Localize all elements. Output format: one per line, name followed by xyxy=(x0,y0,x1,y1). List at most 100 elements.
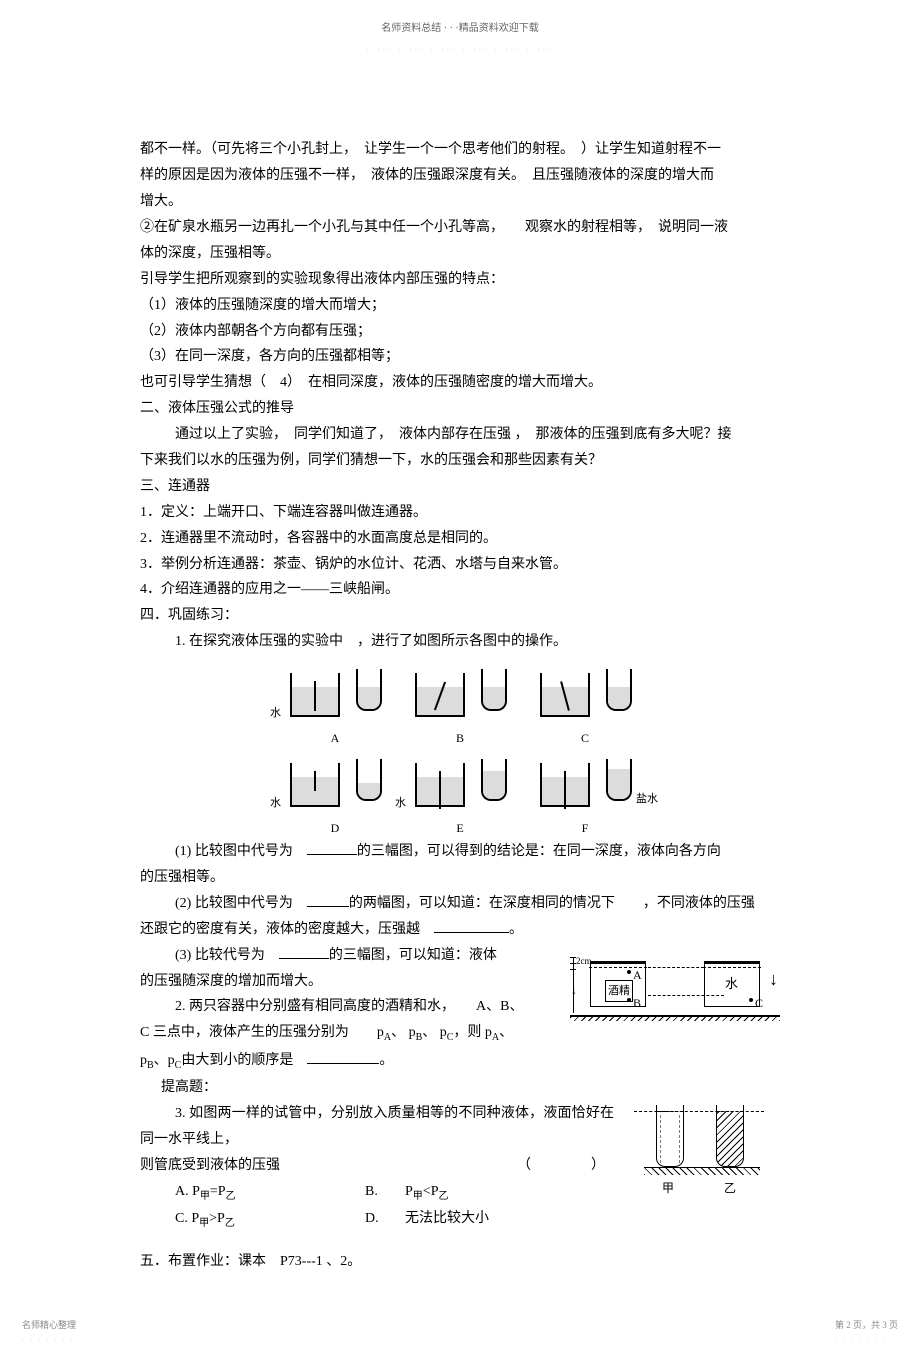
choice-A-pre: A. P xyxy=(175,1184,200,1199)
section-3-title: 三、连通器 xyxy=(140,474,780,500)
figure-F-label: F xyxy=(582,817,589,839)
page-header-text: 名师资料总结 · · ·精品资料欢迎下载 xyxy=(140,20,780,39)
ruler-icon: 2cm ↓ xyxy=(570,957,578,1013)
blank-1 xyxy=(307,854,357,855)
label-jia: 甲 xyxy=(662,1177,674,1199)
q3-b: 则管底受到液体的压强 xyxy=(140,1158,280,1173)
point-1: （1）液体的压强随深度的增大而增大； xyxy=(140,293,780,319)
tube-yi xyxy=(716,1105,744,1167)
footer-right: 第 2 页，共 3 页 · · · · · · · xyxy=(835,1317,898,1347)
footer-left-dots: · · · · · · · xyxy=(22,1334,76,1347)
para1-line2: 样的原因是因为液体的压强不一样， 液体的压强跟深度有关。 且压强随液体的深度的增… xyxy=(140,163,780,189)
figure-test-tubes: 甲 乙 xyxy=(630,1101,780,1197)
figure-F: 盐水 F xyxy=(530,753,640,825)
sub-A-1: A xyxy=(384,1032,391,1043)
para2-line2: 体的深度，压强相等。 xyxy=(140,241,780,267)
choice-C-sub1: 甲 xyxy=(199,1218,209,1229)
para4: 也可引导学生猜想（ 4） 在相同深度，液体的压强随密度的增大而增大。 xyxy=(140,370,780,396)
section-5: 五．布置作业：课本 P73---1 、2。 xyxy=(140,1249,780,1275)
paren-close: ） xyxy=(591,1158,605,1173)
q1-2-d: 。 xyxy=(509,922,523,937)
blank-4 xyxy=(279,958,329,959)
q1-2: (2) 比较图中代号为 的两幅图，可以知道：在深度相同的情况下 ，不同液体的压强 xyxy=(140,891,780,917)
arrow-down-icon: ↓ xyxy=(571,979,577,1001)
q2b5: 、 xyxy=(499,1025,513,1040)
figure-vessels: 2cm ↓ 酒精 A B 水 C ↓ xyxy=(570,943,780,1021)
blank-3 xyxy=(434,932,509,933)
label-water: 水 xyxy=(270,703,281,723)
q2c3: 由大到小的顺序是 xyxy=(181,1053,307,1068)
choice-C-pre: C. P xyxy=(175,1211,199,1226)
q2-c: pB、pC由大到小的顺序是 。 xyxy=(140,1048,780,1075)
q2b2: 、 p xyxy=(391,1025,416,1040)
figure-D: 水 D xyxy=(280,753,390,825)
q1-3-b: 的三幅图，可以知道：液体 xyxy=(329,948,497,963)
sub-B-2: B xyxy=(147,1059,154,1070)
point-A-label: A xyxy=(633,964,642,986)
choice-D: 无法比较大小 xyxy=(405,1206,489,1233)
figure-D-label: D xyxy=(331,817,340,839)
footer-left: 名师精心整理 · · · · · · · xyxy=(22,1317,76,1347)
figure-C-label: C xyxy=(581,727,589,749)
label-saltwater: 盐水 xyxy=(636,789,658,809)
q1-1-b: 的三幅图，可以得到的结论是：在同一深度，液体向各方向 xyxy=(357,844,721,859)
question-1: 1. 在探究液体压强的实验中 ，进行了如图所示各图中的操作。 xyxy=(140,629,780,655)
blank-5 xyxy=(307,1063,379,1064)
footer-right-text: 第 2 页，共 3 页 xyxy=(835,1320,898,1330)
section-3-1: 1．定义：上端开口、下端连容器叫做连通器。 xyxy=(140,500,780,526)
section-3-3: 3．举例分析连通器：茶壶、锅炉的水位计、花洒、水塔与自来水管。 xyxy=(140,552,780,578)
point-2: （2）液体内部朝各个方向都有压强； xyxy=(140,319,780,345)
choice-C-sub2: 乙 xyxy=(225,1218,235,1229)
q2c: p xyxy=(140,1053,147,1068)
choice-B: P甲<P乙 xyxy=(405,1179,448,1206)
label-water-2: 水 xyxy=(270,793,281,813)
choice-C-mid: >P xyxy=(209,1211,225,1226)
para3: 引导学生把所观察到的实验现象得出液体内部压强的特点： xyxy=(140,267,780,293)
choice-A-sub2: 乙 xyxy=(226,1190,236,1201)
choice-D-key: D. xyxy=(365,1206,405,1233)
choice-A-mid: =P xyxy=(210,1184,226,1199)
choice-B-sub2: 乙 xyxy=(438,1190,448,1201)
figure-A: 水 A xyxy=(280,663,390,735)
choice-B-pre: P xyxy=(405,1184,413,1199)
q2c4: 。 xyxy=(379,1053,393,1068)
label-water: 水 xyxy=(725,972,738,996)
figure-B-label: B xyxy=(456,727,464,749)
paren-open: （ xyxy=(517,1158,531,1173)
q2b-text: C 三点中，液体产生的压强分别为 p xyxy=(140,1025,384,1040)
q2c2: 、p xyxy=(154,1053,175,1068)
figure-B: B xyxy=(405,663,515,735)
choice-A: A. P甲=P乙 xyxy=(175,1179,365,1206)
choice-B-mid: <P xyxy=(423,1184,439,1199)
point-3: （3）在同一深度，各方向的压强都相等； xyxy=(140,344,780,370)
footer-left-text: 名师精心整理 xyxy=(22,1320,76,1330)
q1-2-a: (2) 比较图中代号为 xyxy=(175,896,307,911)
q1-2-c: 还跟它的密度有关，液体的密度越大，压强越 xyxy=(140,922,420,937)
choice-C: C. P甲>P乙 xyxy=(175,1206,365,1233)
tube-jia xyxy=(656,1105,684,1167)
label-yi: 乙 xyxy=(724,1177,736,1199)
section-2-p1: 通过以上了实验， 同学们知道了， 液体内部存在压强 ， 那液体的压强到底有多大呢… xyxy=(140,422,780,448)
arrow-down-big-icon: ↓ xyxy=(769,963,778,996)
section-2-p2: 下来我们以水的压强为例，同学们猜想一下，水的压强会和那些因素有关？ xyxy=(140,448,780,474)
figure-C: C xyxy=(530,663,640,735)
footer-right-dots: · · · · · · · xyxy=(835,1334,898,1347)
label-water-3: 水 xyxy=(395,793,406,813)
q1-2-c-line: 还跟它的密度有关，液体的密度越大，压强越 。 xyxy=(140,917,780,943)
section-3-4: 4．介绍连通器的应用之一——三峡船闸。 xyxy=(140,577,780,603)
page-header-dots: · · · · · · · · · · · · · · · · · · xyxy=(140,43,780,58)
choice-B-sub1: 甲 xyxy=(413,1190,423,1201)
tigao-title: 提高题： xyxy=(140,1075,780,1101)
q1-3-a: (3) 比较代号为 xyxy=(175,948,279,963)
section-4-title: 四．巩固练习： xyxy=(140,603,780,629)
point-B-label: B xyxy=(633,992,641,1014)
q1-1: (1) 比较图中代号为 的三幅图，可以得到的结论是：在同一深度，液体向各方向 xyxy=(140,839,780,865)
section-3-2: 2．连通器里不流动时，各容器中的水面高度总是相同的。 xyxy=(140,526,780,552)
figure-E-label: E xyxy=(456,817,463,839)
q2b4: ，则 p xyxy=(453,1025,492,1040)
q2b3: 、 p xyxy=(422,1025,447,1040)
para2-line1: ②在矿泉水瓶另一边再扎一个小孔与其中任一个小孔等高， 观察水的射程相等， 说明同… xyxy=(140,215,780,241)
choice-B-key: B. xyxy=(365,1179,405,1206)
blank-2 xyxy=(307,906,349,907)
para1-line3: 增大。 xyxy=(140,189,780,215)
